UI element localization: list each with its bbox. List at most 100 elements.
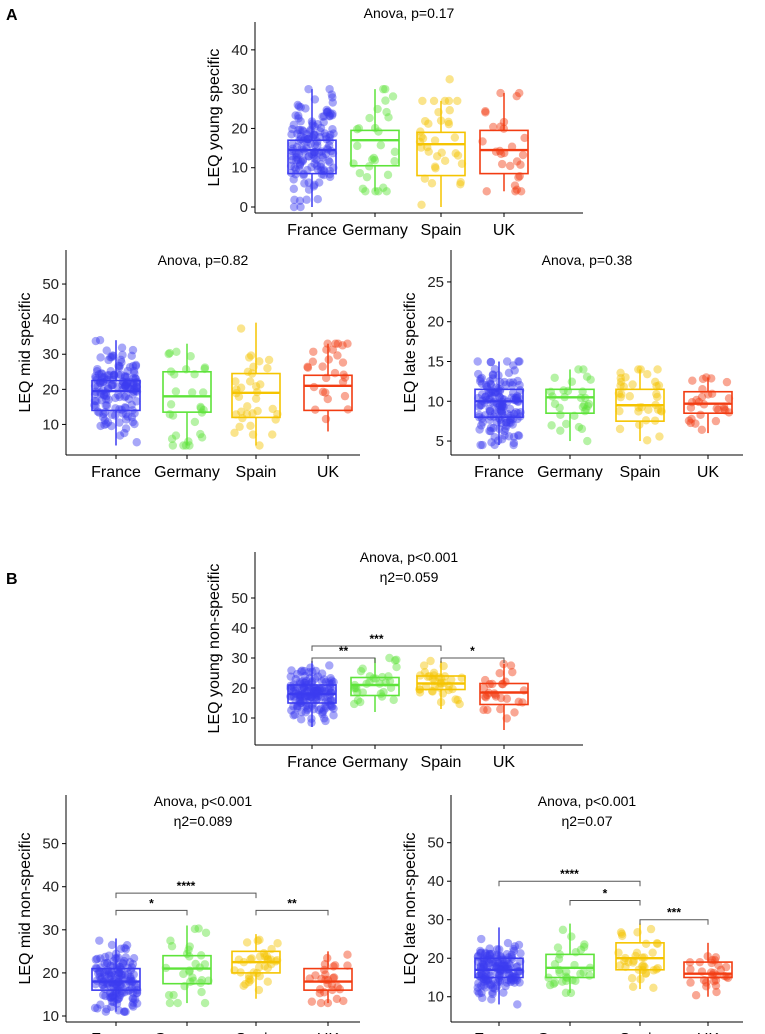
- data-point: [696, 410, 705, 419]
- data-point: [388, 92, 398, 101]
- data-point: [641, 969, 651, 978]
- y-tick-label: 50: [42, 836, 59, 853]
- data-point: [688, 376, 697, 385]
- data-point: [392, 655, 401, 664]
- data-point: [166, 400, 176, 409]
- data-point: [263, 977, 272, 986]
- data-point: [453, 695, 462, 705]
- data-point: [580, 400, 589, 410]
- data-point: [126, 966, 136, 975]
- data-point: [186, 352, 195, 361]
- data-point: [94, 969, 103, 978]
- anova-label: Anova, p<0.001: [538, 793, 637, 809]
- data-point: [116, 965, 126, 974]
- data-point: [582, 372, 592, 381]
- data-point: [474, 989, 484, 998]
- data-point: [343, 339, 352, 348]
- chart-young-specific: 0 10 20 30 40 LEQ young specific Anova, p=0.17…: [206, 5, 583, 239]
- data-point: [628, 380, 637, 389]
- data-point: [121, 944, 131, 954]
- data-point: [504, 368, 514, 378]
- data-point: [513, 414, 522, 424]
- data-point: [97, 373, 107, 382]
- data-point: [298, 156, 307, 166]
- y-tick-label: 20: [231, 120, 248, 137]
- data-point: [390, 157, 399, 166]
- data-point: [502, 418, 511, 427]
- data-point: [310, 159, 319, 168]
- x-tick-label-germany: Germany: [537, 464, 603, 481]
- data-point: [381, 96, 390, 105]
- data-point: [108, 992, 117, 1001]
- data-point: [120, 373, 130, 382]
- data-point: [496, 693, 506, 703]
- data-point: [256, 380, 265, 389]
- data-point: [286, 672, 295, 681]
- data-point: [576, 945, 586, 954]
- data-point: [110, 411, 120, 420]
- data-point: [707, 389, 717, 399]
- data-point: [91, 955, 101, 964]
- data-point: [293, 701, 302, 711]
- data-point: [325, 141, 334, 150]
- data-point: [301, 702, 311, 711]
- data-point: [325, 111, 334, 120]
- data-point: [118, 970, 127, 979]
- data-point: [505, 404, 515, 414]
- y-tick-label: 20: [427, 950, 444, 967]
- data-point: [320, 693, 329, 702]
- data-point: [97, 369, 106, 378]
- data-point: [289, 120, 298, 130]
- data-point: [476, 400, 485, 410]
- data-point: [310, 95, 320, 104]
- data-point: [302, 195, 311, 204]
- data-point: [244, 974, 254, 983]
- data-point: [318, 708, 327, 717]
- data-point: [165, 998, 175, 1008]
- data-point: [485, 407, 495, 416]
- data-point: [432, 152, 442, 161]
- data-point: [194, 924, 203, 933]
- data-point: [236, 383, 246, 392]
- data-point: [329, 962, 338, 971]
- data-point: [118, 377, 127, 386]
- data-point: [496, 402, 505, 411]
- data-point: [697, 425, 707, 435]
- data-point: [329, 129, 338, 138]
- data-point: [352, 124, 362, 134]
- data-point: [307, 150, 317, 159]
- data-point: [255, 952, 265, 961]
- data-point: [702, 978, 711, 987]
- significance-bracket: [440, 657, 505, 663]
- data-point: [197, 433, 207, 442]
- data-point: [477, 379, 487, 389]
- data-point: [324, 156, 333, 165]
- data-point: [698, 374, 708, 384]
- data-point: [115, 392, 124, 402]
- data-point: [321, 149, 331, 159]
- data-point: [318, 362, 327, 371]
- data-point: [490, 958, 500, 968]
- data-point: [120, 428, 129, 438]
- data-point: [506, 976, 516, 985]
- data-point: [327, 702, 336, 711]
- data-point: [324, 355, 333, 364]
- data-point: [115, 361, 124, 371]
- data-point: [115, 363, 124, 372]
- data-point: [553, 943, 563, 952]
- data-point: [295, 161, 305, 170]
- data-point: [310, 686, 319, 695]
- data-point: [721, 962, 731, 972]
- data-point: [444, 117, 453, 127]
- data-point: [171, 387, 181, 396]
- data-point: [131, 360, 141, 370]
- data-point: [104, 395, 113, 404]
- data-point: [499, 959, 508, 968]
- data-point: [555, 968, 564, 977]
- data-point: [655, 432, 664, 441]
- data-point: [307, 693, 316, 702]
- data-point: [96, 353, 105, 362]
- data-point: [486, 426, 495, 436]
- data-point: [96, 963, 105, 972]
